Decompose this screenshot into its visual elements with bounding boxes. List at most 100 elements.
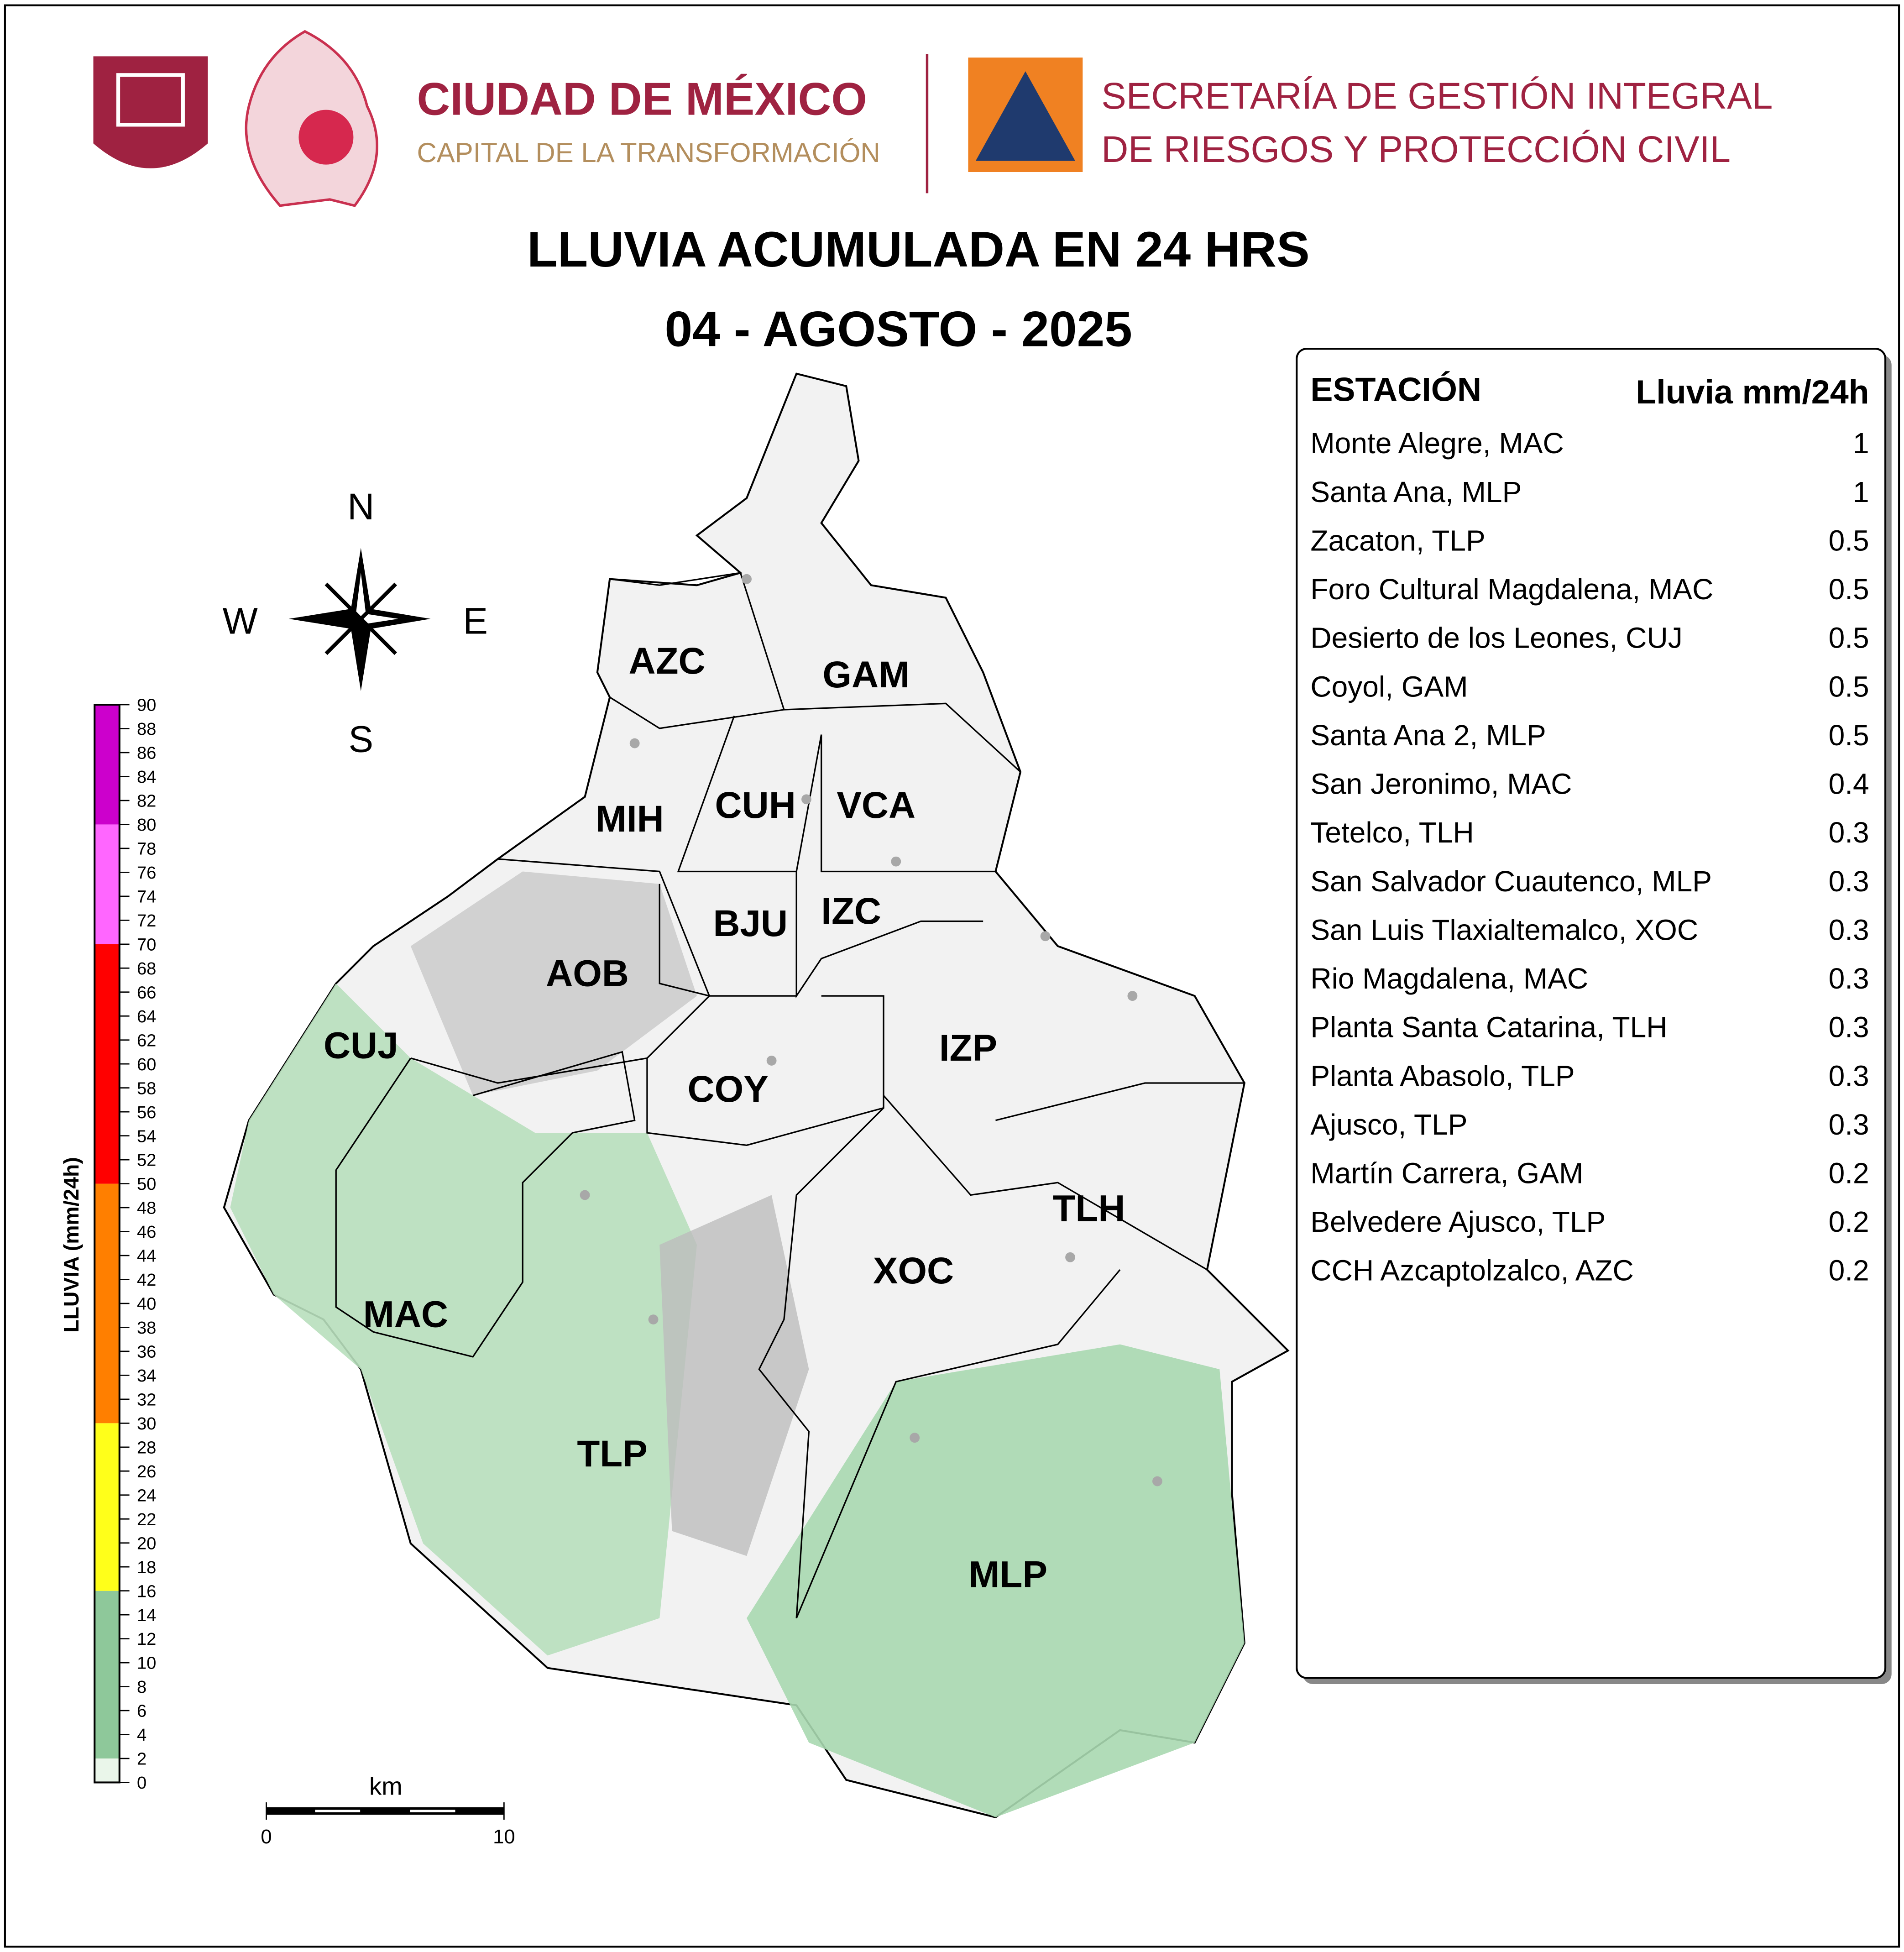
station-name: Martín Carrera, GAM (1310, 1157, 1583, 1190)
district-label: CUJ (324, 1025, 398, 1066)
agency-line: DE RIESGOS Y PROTECCIÓN CIVIL (1101, 129, 1731, 170)
station-name: Rio Magdalena, MAC (1310, 962, 1588, 995)
colorbar-tick-label: 32 (137, 1390, 156, 1409)
relief (659, 1195, 809, 1556)
colorbar-tick-label: 64 (137, 1007, 156, 1026)
rain-value: 0.5 (1829, 573, 1869, 606)
green-area (747, 1344, 1245, 1817)
border (784, 702, 1021, 773)
colorbar-tick-label: 16 (137, 1581, 156, 1601)
station-name: Belvedere Ajusco, TLP (1310, 1205, 1606, 1238)
border (335, 1051, 636, 1358)
district-label: MIH (596, 798, 664, 840)
rain-value: 0.5 (1829, 719, 1869, 752)
scale-bar: km 0 10 (261, 1773, 515, 1848)
scale-unit: km (369, 1773, 403, 1800)
colorbar-frame (94, 704, 120, 1784)
colorbar-tick-label: 76 (137, 863, 156, 883)
station (1065, 1252, 1075, 1262)
rain-value: 0.3 (1829, 1059, 1869, 1092)
colorbar-tick-label: 80 (137, 815, 156, 835)
rain-value: 0.2 (1829, 1205, 1869, 1238)
coat-detail (116, 73, 185, 127)
district-label: TLP (577, 1433, 647, 1475)
colorbar-tick-label: 26 (137, 1462, 156, 1481)
border (758, 1107, 1121, 1619)
colorbar-tick-label: 48 (137, 1198, 156, 1218)
colorbar-tick-label: 86 (137, 743, 156, 763)
emblem-heart (298, 110, 354, 165)
stations (580, 574, 1162, 1486)
station-name: Zacaton, TLP (1310, 524, 1485, 557)
station (766, 1056, 777, 1066)
colorbar-title: LLUVIA (mm/24h) (59, 1157, 83, 1333)
station-name: Santa Ana 2, MLP (1310, 719, 1546, 752)
station (629, 738, 640, 748)
district-label: TLH (1052, 1188, 1125, 1230)
color-band (94, 1591, 120, 1758)
station-name: San Jeronimo, MAC (1310, 768, 1572, 801)
station-name: CCH Azcaptolzalco, AZC (1310, 1254, 1634, 1287)
agency-line: SECRETARÍA DE GESTIÓN INTEGRAL (1101, 75, 1773, 117)
colorbar-tick-label: 28 (137, 1438, 156, 1457)
colorbar-tick-label: 58 (137, 1078, 156, 1098)
district-label: IZP (939, 1027, 997, 1069)
station-name: Foro Cultural Magdalena, MAC (1310, 573, 1713, 606)
color-band (94, 824, 120, 944)
rain-value: 0.5 (1829, 670, 1869, 703)
rain-value: 0.3 (1829, 1011, 1869, 1044)
rain-value: 1 (1853, 476, 1869, 508)
colorbar-tick-label: 38 (137, 1318, 156, 1338)
rain-value: 0.2 (1829, 1254, 1869, 1287)
district-label: VCA (837, 785, 915, 826)
table-header: Lluvia mm/24h (1636, 373, 1869, 411)
colorbar-tick-label: 36 (137, 1342, 156, 1362)
colorbar-tick-label: 46 (137, 1222, 156, 1242)
relief (410, 871, 697, 1096)
rain-value: 1 (1853, 427, 1869, 460)
colorbar-tick-label: 0 (137, 1773, 146, 1793)
colorbar-tick-label: 2 (137, 1749, 146, 1769)
rain-value: 0.3 (1829, 962, 1869, 995)
station (742, 574, 752, 584)
colorbar-tick-label: 50 (137, 1174, 156, 1194)
district-label: IZC (821, 890, 881, 932)
station-name: Tetelco, TLH (1310, 816, 1474, 849)
colorbar-tick-label: 10 (137, 1654, 156, 1673)
color-band (94, 1423, 120, 1591)
slogan: CAPITAL DE LA TRANSFORMACIÓN (417, 137, 880, 168)
color-band (94, 1183, 120, 1423)
scale-bar-body (266, 1807, 504, 1815)
compass-east: E (463, 601, 488, 642)
colorbar-tick-label: 42 (137, 1270, 156, 1290)
scale-bar-segment (410, 1810, 455, 1812)
color-band (94, 1758, 120, 1783)
colorbar-tick-label: 44 (137, 1246, 156, 1266)
colorbar-tick-label: 24 (137, 1486, 156, 1505)
colorbar-tick-label: 18 (137, 1558, 156, 1577)
coat-of-arms (93, 56, 208, 168)
colorbar-tick-label: 90 (137, 696, 156, 715)
rain-value: 0.2 (1829, 1157, 1869, 1190)
district-label: MAC (363, 1293, 448, 1335)
station (648, 1314, 659, 1325)
table-header: ESTACIÓN (1310, 371, 1481, 408)
map: AZC GAM MIH CUH VCA BJU IZC AOB CUJ COY IZP TLH XOC M… (223, 372, 1290, 1819)
station-name: Planta Abasolo, TLP (1310, 1059, 1574, 1092)
border (410, 858, 711, 1084)
colorbar-tick-label: 74 (137, 887, 156, 906)
colorbar-tick-label: 4 (137, 1725, 146, 1745)
border (795, 871, 983, 999)
rain-value: 0.3 (1829, 865, 1869, 898)
compass-highlight (356, 573, 398, 624)
station (1040, 931, 1051, 942)
colorbar-tick-label: 40 (137, 1294, 156, 1314)
scale-tick-label: 0 (261, 1826, 272, 1848)
colorbar-tick-label: 68 (137, 959, 156, 979)
district-label: XOC (873, 1250, 954, 1292)
colorbar-tick-label: 72 (137, 911, 156, 931)
compass-south: S (348, 719, 373, 760)
rain-value: 0.5 (1829, 524, 1869, 557)
